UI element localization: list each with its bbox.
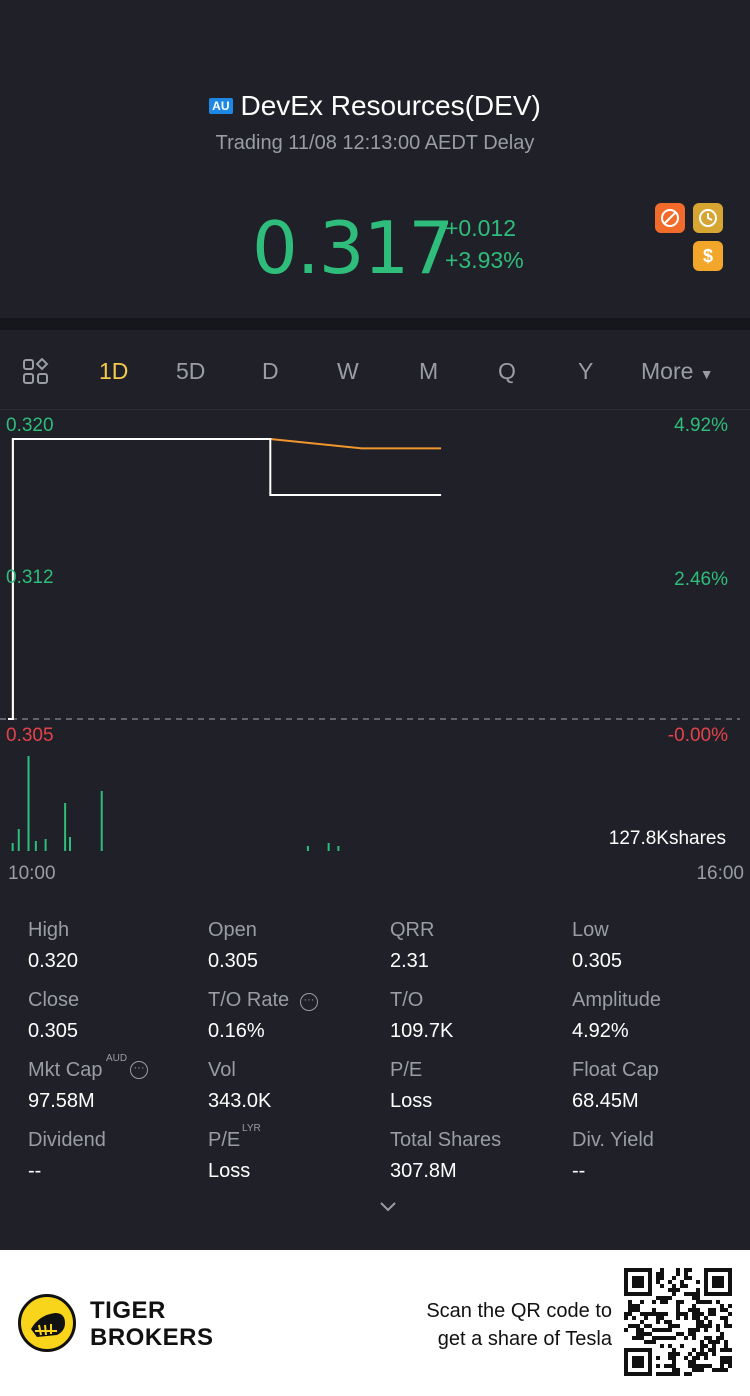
quote-header: AU DevEx Resources(DEV) Trading 11/08 12… [0, 0, 750, 318]
stat-label: T/O [390, 989, 424, 1011]
stat-label: Amplitude [572, 989, 661, 1011]
promo-text-line1: Scan the QR code to [426, 1300, 612, 1322]
y-label-high: 0.320 [6, 415, 54, 436]
volume-bar [327, 843, 330, 851]
stat-value: 97.58M [28, 1090, 95, 1112]
stat-value: -- [28, 1160, 42, 1182]
stat-value: 0.305 [572, 950, 623, 972]
pct-label-low: -0.00% [667, 725, 728, 746]
volume-bar [306, 846, 309, 851]
y-label-mid: 0.312 [6, 567, 54, 588]
stat-value: 109.7K [390, 1020, 454, 1042]
stat-label: Vol [208, 1059, 236, 1081]
layout-grid-icon[interactable] [22, 358, 50, 386]
clock-icon[interactable] [693, 203, 723, 233]
stat-label: Mkt Cap [28, 1059, 103, 1081]
stat-superscript: AUD [106, 1053, 128, 1064]
stat-label: Div. Yield [572, 1129, 654, 1151]
stat-superscript: LYR [242, 1123, 261, 1134]
volume-bar [100, 791, 103, 851]
stat-value: 0.305 [28, 1020, 79, 1042]
more-label: More [641, 358, 694, 384]
stat-label: T/O Rate [208, 989, 290, 1011]
tiger-logo-icon [18, 1294, 76, 1352]
price-lines [8, 438, 442, 720]
trading-status: Trading 11/08 12:13:00 AEDT Delay [215, 132, 535, 154]
volume-label: 127.8Kshares [608, 828, 726, 849]
title-row: AU DevEx Resources(DEV) [0, 90, 750, 122]
pct-label-mid: 2.46% [674, 569, 728, 590]
tab-5d[interactable]: 5D [176, 358, 206, 384]
stat-value: Loss [208, 1160, 251, 1182]
info-icon[interactable]: ··· [300, 993, 318, 1011]
volume-bar [34, 841, 37, 851]
stat-label: Open [208, 919, 257, 941]
stat-label: Low [572, 919, 609, 941]
tab-y[interactable]: Y [578, 358, 594, 384]
brand-name-line2: BROKERS [90, 1324, 214, 1351]
stat-label: Total Shares [390, 1129, 502, 1151]
section-divider [0, 318, 750, 330]
promo-text-line2: get a share of Tesla [437, 1328, 612, 1350]
dollar-icon[interactable]: $ [693, 241, 723, 271]
last-price: 0.317 [252, 206, 454, 290]
stat-value: 2.31 [390, 950, 429, 972]
stat-value: 4.92% [572, 1020, 629, 1042]
stat-value: 307.8M [390, 1160, 457, 1182]
tab-w[interactable]: W [337, 358, 359, 384]
tab-q[interactable]: Q [498, 358, 516, 384]
price-change: +0.012 [445, 215, 516, 241]
stat-value: 0.320 [28, 950, 79, 972]
average-line [8, 438, 442, 720]
stat-label: Close [28, 989, 80, 1011]
stat-value: 68.45M [572, 1090, 639, 1112]
stat-value: 343.0K [208, 1090, 272, 1112]
y-label-low: 0.305 [6, 725, 54, 746]
intraday-chart[interactable]: 0.320 0.312 0.305 4.92% 2.46% -0.00% 127… [0, 411, 750, 889]
stat-value: 0.305 [208, 950, 259, 972]
stat-label: Float Cap [572, 1059, 659, 1081]
stock-title[interactable]: DevEx Resources(DEV) [240, 90, 541, 121]
tab-d[interactable]: D [262, 358, 279, 384]
price-line [8, 438, 442, 720]
volume-bar [11, 843, 14, 851]
brand-name-line1: TIGER [90, 1297, 166, 1324]
volume-bar [44, 839, 47, 851]
no-short-icon[interactable] [655, 203, 685, 233]
tab-m[interactable]: M [419, 358, 439, 384]
stat-value: -- [572, 1160, 586, 1182]
expand-chevron-icon[interactable] [378, 1200, 398, 1214]
stat-label: QRR [390, 919, 435, 941]
x-label-start: 10:00 [8, 863, 56, 884]
qr-code-icon[interactable] [624, 1268, 732, 1376]
stat-value: 0.16% [208, 1020, 265, 1042]
tab-more[interactable]: More ▼ [641, 358, 714, 385]
period-tabs: 1D 5D D W M Q Y More ▼ [0, 330, 750, 410]
stat-label: High [28, 919, 70, 941]
volume-bar [17, 829, 20, 851]
volume-bar [27, 756, 30, 851]
volume-bar [69, 837, 71, 851]
market-badge: AU [209, 98, 233, 114]
price-change-percent: +3.93% [445, 247, 524, 273]
stat-label: P/E [208, 1129, 241, 1151]
volume-bar [64, 803, 67, 851]
stat-label: P/E [390, 1059, 423, 1081]
info-icon[interactable]: ··· [130, 1061, 148, 1079]
x-label-end: 16:00 [696, 863, 744, 884]
pct-label-high: 4.92% [674, 415, 728, 436]
promo-footer: TIGER BROKERS Scan the QR code to get a … [0, 1250, 750, 1396]
caret-down-icon: ▼ [699, 366, 714, 382]
stat-value: Loss [390, 1090, 433, 1112]
tab-1d[interactable]: 1D [99, 358, 129, 384]
volume-bars [11, 756, 340, 851]
volume-bar [337, 846, 340, 851]
chart-canvas [0, 438, 740, 851]
stat-label: Dividend [28, 1129, 106, 1151]
